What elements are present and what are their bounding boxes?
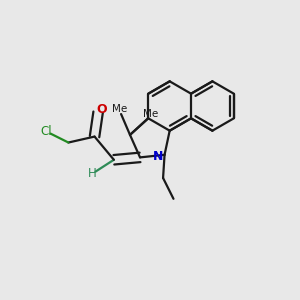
Text: O: O xyxy=(96,103,107,116)
Text: H: H xyxy=(88,167,96,180)
Text: Cl: Cl xyxy=(40,125,52,138)
Text: Me: Me xyxy=(142,109,158,119)
Text: Me: Me xyxy=(112,104,127,114)
Text: N: N xyxy=(153,150,163,163)
